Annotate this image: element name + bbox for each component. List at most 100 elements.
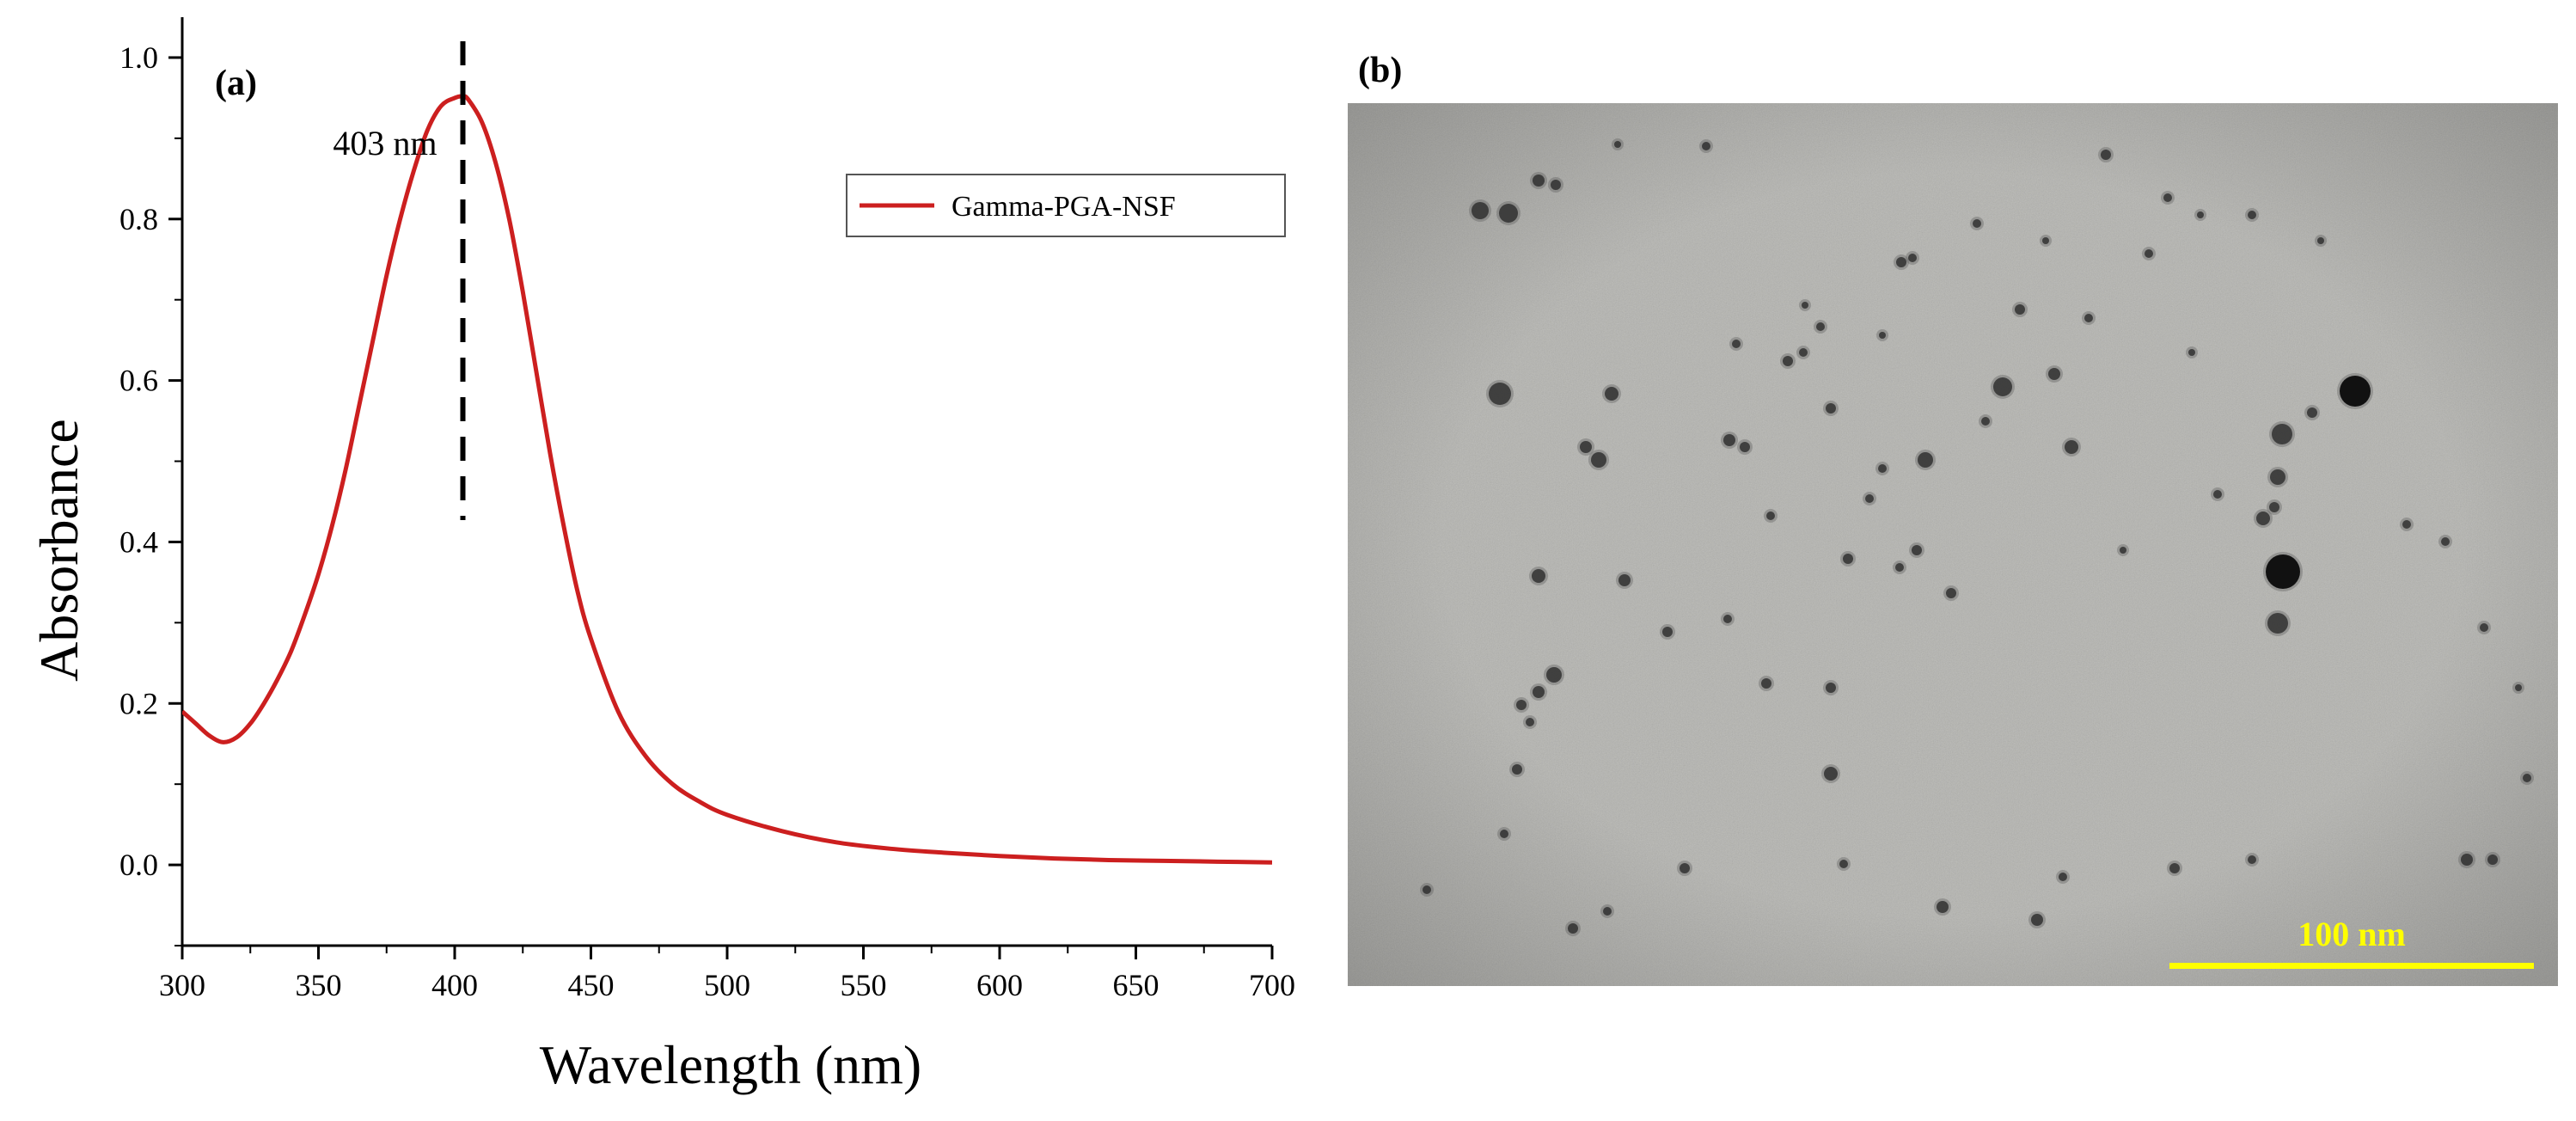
nanoparticle xyxy=(2163,193,2172,202)
peak-annotation: 403 nm xyxy=(333,124,437,162)
series-line-gamma-pga-nsf xyxy=(182,94,1272,865)
nanoparticle xyxy=(1896,257,1906,267)
y-tick-label: 0.0 xyxy=(119,848,158,882)
x-tick-label: 600 xyxy=(976,968,1023,1002)
nanoparticle xyxy=(1614,141,1621,148)
nanoparticle xyxy=(2248,211,2256,219)
nanoparticle xyxy=(2015,304,2025,315)
nanoparticle xyxy=(1603,907,1612,916)
nanoparticle xyxy=(2515,684,2522,691)
nanoparticle xyxy=(1499,204,1518,223)
nanoparticle xyxy=(1878,464,1887,473)
nanoparticles xyxy=(1420,138,2534,936)
nanoparticle xyxy=(1723,434,1735,446)
nanoparticle xyxy=(2402,520,2411,529)
nanoparticle xyxy=(1533,686,1545,698)
nanoparticle xyxy=(1662,627,1673,637)
y-tick-label: 1.0 xyxy=(119,40,158,75)
nanoparticle xyxy=(1532,569,1545,583)
nanoparticle xyxy=(2145,249,2153,258)
nanoparticle xyxy=(1981,417,1990,426)
legend-entry-label: Gamma-PGA-NSF xyxy=(951,191,1176,223)
nanoparticle xyxy=(1512,764,1522,775)
y-axis-title: Absorbance xyxy=(28,419,89,682)
nanoparticle xyxy=(2270,469,2285,485)
panel-a-label: (a) xyxy=(215,64,257,103)
nanoparticle xyxy=(2441,537,2450,546)
x-tick-label: 650 xyxy=(1113,968,1160,1002)
y-tick-label: 0.2 xyxy=(119,686,158,720)
nanoparticle xyxy=(2101,150,2111,160)
nanoparticle xyxy=(1551,180,1561,190)
x-tick-label: 550 xyxy=(841,968,887,1002)
x-tick-label: 400 xyxy=(431,968,478,1002)
nanoparticle xyxy=(2317,237,2324,244)
nanoparticle xyxy=(2169,863,2180,873)
scale-bar-label: 100 nm xyxy=(2298,915,2406,953)
x-tick-label: 350 xyxy=(296,968,342,1002)
nanoparticle xyxy=(1908,254,1917,262)
nanoparticle xyxy=(2213,490,2222,499)
nanoparticle xyxy=(1516,700,1527,710)
nanoparticle xyxy=(2120,547,2126,554)
tem-micrograph: 100 nm xyxy=(1348,103,2558,986)
nanoparticle xyxy=(1918,452,1933,468)
nanoparticle xyxy=(2188,349,2195,356)
nanoparticle xyxy=(2267,613,2288,634)
nanoparticle xyxy=(2340,376,2371,407)
nanoparticle xyxy=(1605,387,1618,401)
nanoparticle xyxy=(1732,340,1741,348)
nanoparticle xyxy=(1973,219,1981,228)
panel-a: (a) 300 350 400 450 500 550 600 650 700 0.00.20.… xyxy=(28,17,1295,1095)
x-tick-label: 700 xyxy=(1249,968,1295,1002)
nanoparticle xyxy=(2461,854,2473,866)
nanoparticle xyxy=(1799,348,1808,357)
nanoparticle xyxy=(2269,502,2279,512)
nanoparticle xyxy=(1843,554,1853,564)
nanoparticle xyxy=(2248,855,2256,864)
nanoparticle xyxy=(2487,855,2498,865)
scale-bar-line xyxy=(2169,963,2534,969)
y-tick-label: 0.8 xyxy=(119,202,158,236)
nanoparticle xyxy=(1839,860,1848,868)
x-tick-label: 300 xyxy=(159,968,205,1002)
nanoparticle xyxy=(2266,554,2300,589)
nanoparticle xyxy=(1895,563,1904,572)
nanoparticle xyxy=(1740,442,1750,452)
nanoparticle xyxy=(1702,142,1710,150)
nanoparticle xyxy=(1500,830,1508,838)
nanoparticle xyxy=(1802,302,1808,309)
nanoparticle xyxy=(2084,314,2093,322)
nanoparticle xyxy=(1489,383,1511,405)
x-tick-label: 450 xyxy=(568,968,615,1002)
nanoparticle xyxy=(1423,885,1431,894)
nanoparticle xyxy=(1568,923,1578,934)
nanoparticle xyxy=(2272,424,2292,444)
nanoparticle xyxy=(1824,767,1838,781)
nanoparticle xyxy=(1618,574,1631,586)
nanoparticle xyxy=(1783,356,1793,366)
nanoparticle xyxy=(1946,588,1956,598)
nanoparticle xyxy=(1580,441,1592,453)
y-ticks: 0.0 0.2 0.4 0.6 0.8 1.0 xyxy=(119,40,182,946)
scale-bar: 100 nm xyxy=(2169,915,2534,969)
nanoparticle xyxy=(2523,774,2531,782)
panel-b-label: (b) xyxy=(1358,51,1402,90)
x-axis-title: Wavelength (nm) xyxy=(540,1034,921,1095)
nanoparticle xyxy=(1993,377,2012,396)
nanoparticle xyxy=(1546,667,1562,683)
nanoparticle xyxy=(1826,683,1836,693)
legend: Gamma-PGA-NSF xyxy=(846,174,1286,237)
nanoparticle xyxy=(1937,901,1949,913)
nanoparticle xyxy=(2197,211,2204,218)
nanoparticle xyxy=(1761,678,1771,689)
nanoparticle xyxy=(1912,545,1922,555)
nanoparticle xyxy=(2256,511,2270,525)
nanoparticle xyxy=(1865,494,1874,503)
nanoparticle xyxy=(2065,440,2078,454)
nanoparticle xyxy=(2059,873,2067,881)
y-tick-label: 0.6 xyxy=(119,364,158,398)
nanoparticle xyxy=(1526,718,1534,726)
nanoparticle xyxy=(1766,511,1775,520)
